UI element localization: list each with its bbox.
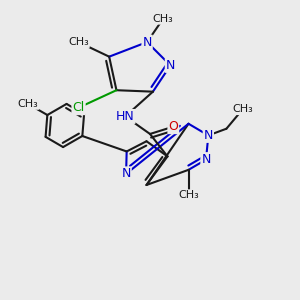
Text: N: N	[142, 36, 152, 49]
Text: CH₃: CH₃	[18, 99, 38, 109]
Text: N: N	[122, 167, 131, 180]
Text: N: N	[201, 153, 211, 166]
Text: CH₃: CH₃	[232, 104, 253, 114]
Text: HN: HN	[116, 110, 135, 123]
Text: CH₃: CH₃	[68, 37, 89, 47]
Text: Cl: Cl	[72, 101, 85, 114]
Text: O: O	[168, 120, 178, 133]
Text: CH₃: CH₃	[178, 190, 199, 200]
Text: N: N	[166, 59, 175, 72]
Text: N: N	[204, 129, 213, 142]
Text: CH₃: CH₃	[153, 14, 173, 24]
